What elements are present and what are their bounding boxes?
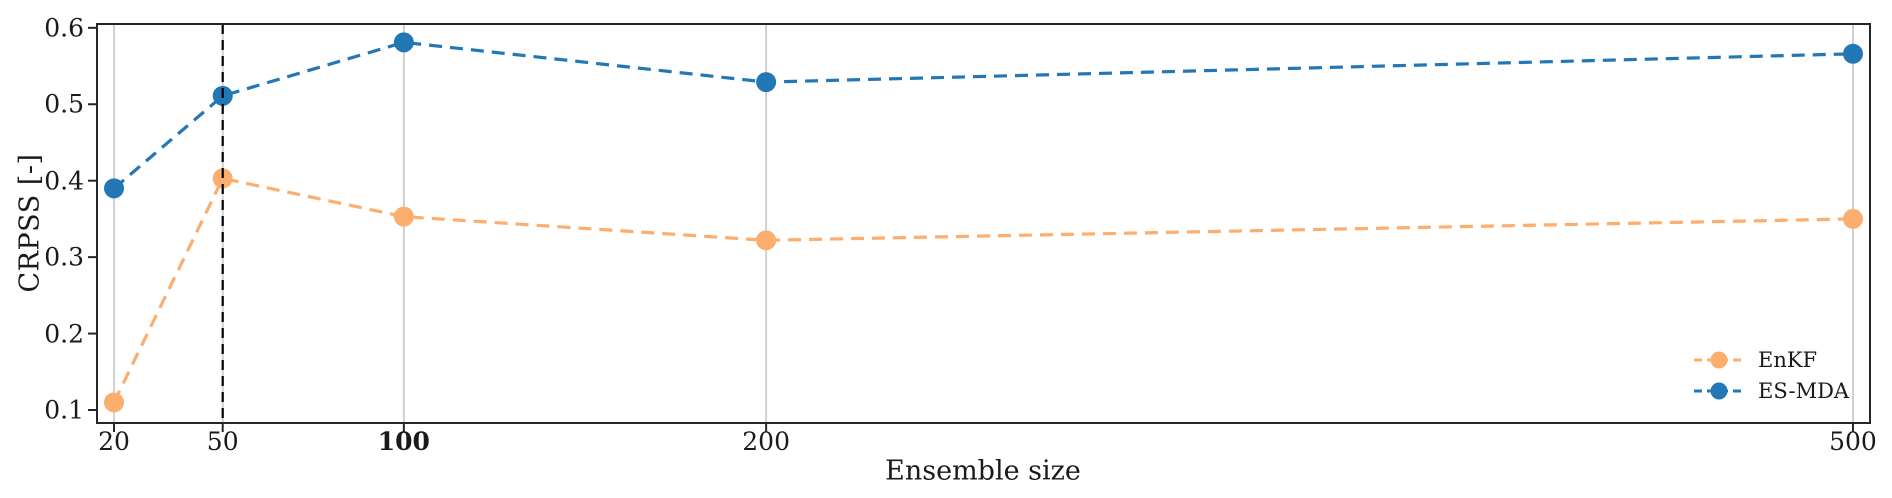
data-point-EnKF-200: [756, 230, 777, 251]
x-tick-label-50: 50: [206, 427, 239, 456]
data-point-ES-MDA-100: [393, 32, 414, 53]
x-tick-label-20: 20: [98, 427, 130, 456]
data-point-ES-MDA-200: [756, 72, 777, 93]
legend-item-EnKF: EnKF: [1693, 344, 1849, 375]
data-point-EnKF-500: [1842, 208, 1863, 229]
axes-box: [96, 23, 1871, 424]
x-tick-label-100: 100: [377, 427, 430, 456]
legend-item-ES-MDA: ES-MDA: [1693, 375, 1849, 406]
x-axis-label: Ensemble size: [885, 455, 1081, 487]
series-line-ES-MDA: [112, 40, 1854, 190]
legend-label-EnKF: EnKF: [1758, 347, 1818, 372]
legend-label-ES-MDA: ES-MDA: [1758, 378, 1850, 403]
series-line-EnKF: [112, 176, 1854, 404]
data-point-ES-MDA-20: [104, 178, 125, 199]
data-point-EnKF-50: [212, 168, 233, 189]
data-point-ES-MDA-500: [1842, 43, 1863, 64]
legend-swatch-EnKF: [1694, 351, 1744, 368]
x-tick-label-500: 500: [1829, 427, 1877, 456]
legend: EnKF ES-MDA: [1693, 344, 1849, 406]
legend-swatch-ES-MDA: [1694, 382, 1744, 399]
data-point-EnKF-20: [104, 392, 125, 413]
y-tick-label-0.3: 0.3: [44, 242, 84, 272]
y-tick-label-0.2: 0.2: [44, 318, 84, 348]
y-tick-label-0.4: 0.4: [44, 165, 84, 195]
y-tick-label-0.1: 0.1: [44, 395, 84, 425]
x-tick-label-200: 200: [742, 427, 790, 456]
y-tick-label-0.6: 0.6: [44, 13, 84, 43]
data-point-EnKF-100: [393, 206, 414, 227]
y-tick-label-0.5: 0.5: [44, 89, 84, 119]
